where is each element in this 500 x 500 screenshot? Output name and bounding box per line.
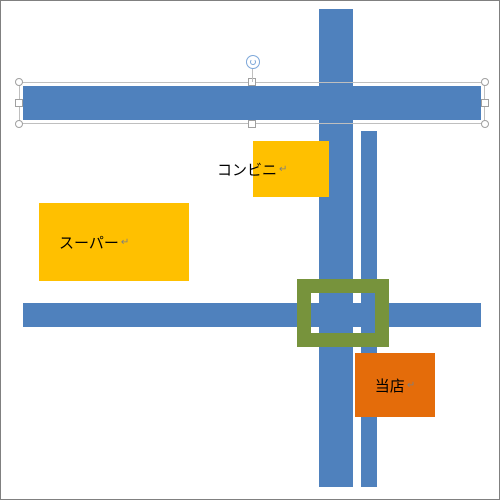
selection-handle-w[interactable] [15, 99, 23, 107]
store-convenience-label: コンビニ [217, 159, 277, 180]
selection-handle-ne[interactable] [481, 78, 489, 86]
road-horizontal-bottom[interactable] [23, 303, 481, 327]
store-supermarket-label: スーパー [59, 232, 119, 253]
store-convenience-label-box: コンビニ↵ [217, 157, 317, 181]
selection-handle-s[interactable] [248, 120, 256, 128]
paragraph-mark-icon: ↵ [119, 237, 129, 248]
intersection-frame[interactable] [297, 279, 389, 347]
rotation-stem [252, 67, 253, 82]
paragraph-mark-icon: ↵ [405, 380, 415, 391]
drawing-canvas: スーパー↵ コンビニ↵ 当店↵ [0, 0, 500, 500]
store-supermarket[interactable]: スーパー↵ [39, 203, 189, 281]
selection-handle-e[interactable] [481, 99, 489, 107]
selection-outline [19, 82, 485, 124]
store-self[interactable]: 当店↵ [355, 353, 435, 417]
selection-handle-sw[interactable] [15, 120, 23, 128]
road-vertical-main[interactable] [319, 9, 353, 487]
selection-handle-se[interactable] [481, 120, 489, 128]
paragraph-mark-icon: ↵ [277, 164, 287, 175]
store-self-label: 当店 [375, 375, 405, 396]
rotation-handle[interactable] [246, 55, 260, 69]
selection-handle-nw[interactable] [15, 78, 23, 86]
